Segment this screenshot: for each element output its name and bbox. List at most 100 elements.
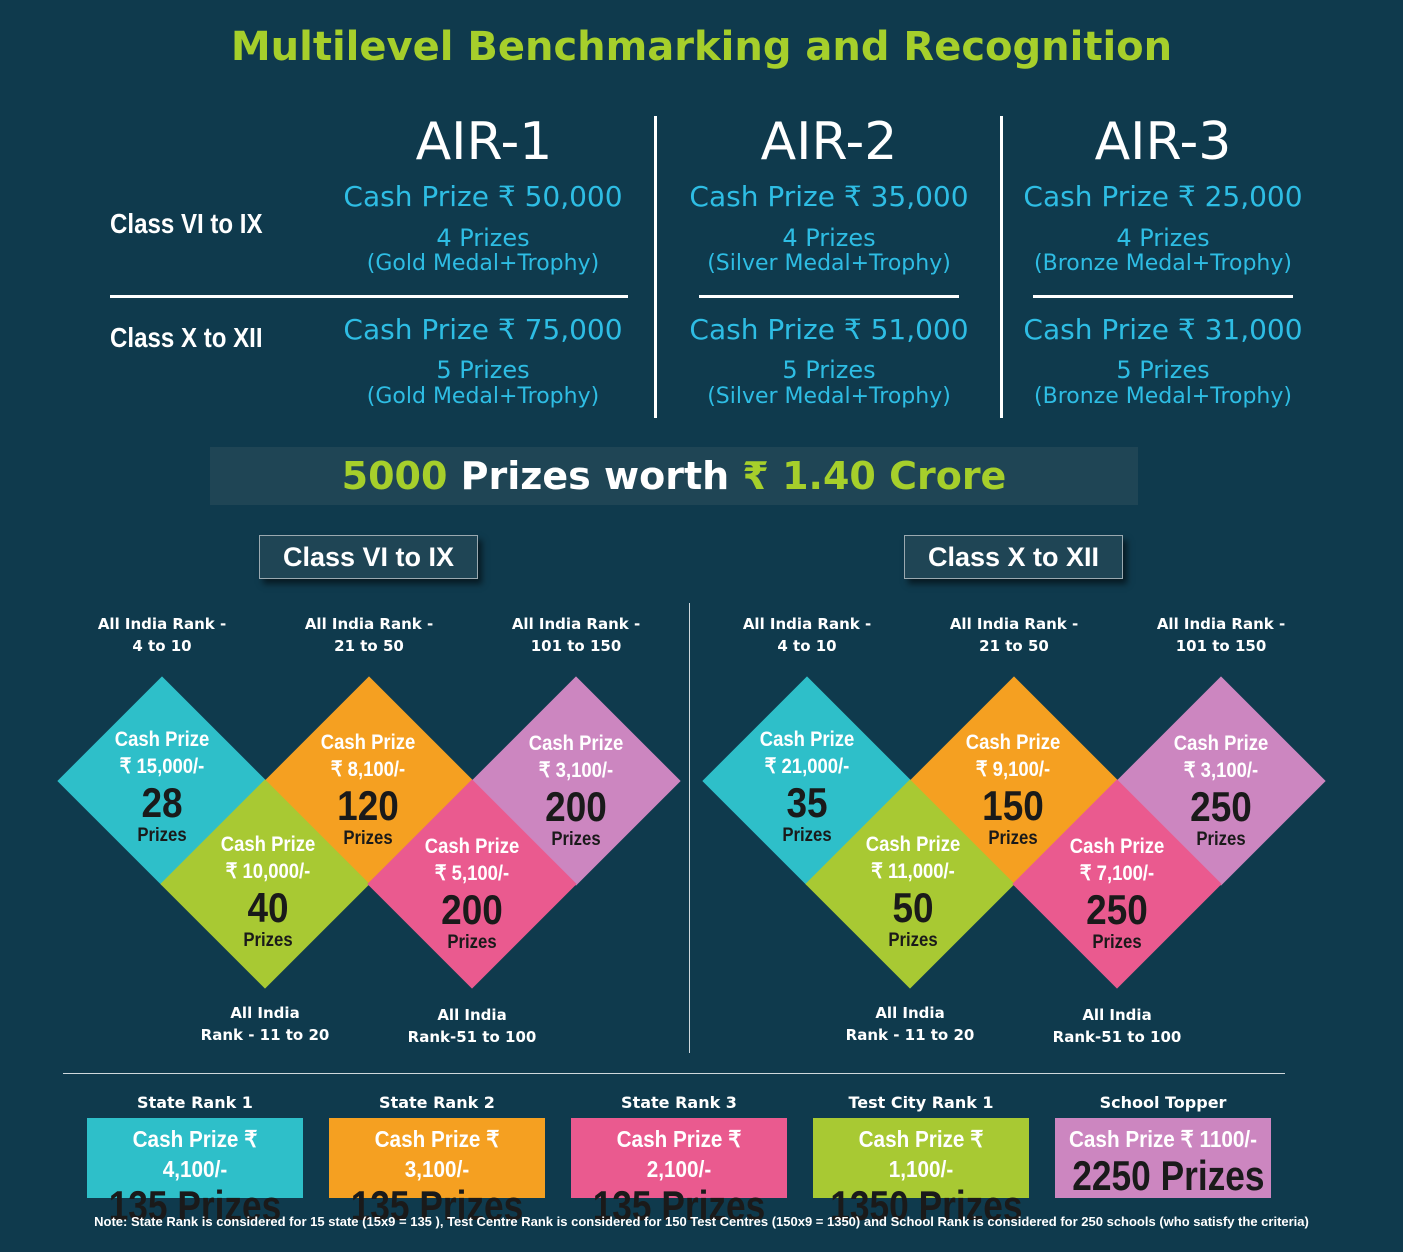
cash-amount: Cash Prize ₹ 4,100/- xyxy=(132,1126,258,1182)
rank-caption-line: All India Rank - xyxy=(304,615,434,633)
air-3-senior-cash: Cash Prize ₹ 31,000 xyxy=(1023,313,1303,346)
prize-count: 40 xyxy=(247,884,289,931)
rank-caption: All India Rank - 11 to 20 xyxy=(180,1002,350,1046)
air-2-senior-prizes: 5 Prizes xyxy=(782,356,876,384)
state-rank-2-caption: State Rank 2 xyxy=(379,1093,495,1112)
cash-amount: ₹ 11,000/- xyxy=(871,860,955,883)
cash-amount: ₹ 15,000/- xyxy=(119,755,205,778)
prize-unit: Prizes xyxy=(137,825,187,846)
rank-caption-line: 21 to 50 xyxy=(334,637,404,655)
rank-caption-line: All India xyxy=(875,1004,945,1022)
cash-label: Cash Prize xyxy=(965,731,1061,754)
prize-text: Cash Prize ₹ 15,000/- 28 Prizes xyxy=(87,727,237,847)
prize-unit: Prizes xyxy=(888,930,938,951)
cash-label: Cash Prize xyxy=(114,728,210,751)
divider xyxy=(1033,295,1293,298)
rank-caption: All India Rank - 101 to 150 xyxy=(491,613,661,657)
prize-count: 150 xyxy=(982,782,1044,829)
rank-caption-line: 101 to 150 xyxy=(1175,637,1267,655)
cash-amount: ₹ 7,100/- xyxy=(1079,862,1155,885)
prize-unit: Prizes xyxy=(1092,932,1142,953)
rank-caption-line: All India Rank - xyxy=(97,615,227,633)
prize-text: Cash Prize ₹ 7,100/- 250 Prizes xyxy=(1042,834,1192,954)
rank-caption: All India Rank - 4 to 10 xyxy=(722,613,892,657)
cash-label: Cash Prize xyxy=(220,833,316,856)
air-3-senior-prizes: 5 Prizes xyxy=(1116,356,1210,384)
divider xyxy=(689,603,690,1053)
cash-amount: ₹ 8,100/- xyxy=(330,758,406,781)
cash-amount: ₹ 3,100/- xyxy=(1183,759,1259,782)
prize-unit: Prizes xyxy=(988,828,1038,849)
air-1-junior-medal: (Gold Medal+Trophy) xyxy=(366,251,600,276)
prize-count: 50 xyxy=(892,884,934,931)
test-city-rank-box: Cash Prize ₹ 1,100/- 1350 Prizes xyxy=(813,1118,1029,1228)
school-topper-caption: School Topper xyxy=(1099,1093,1227,1112)
rank-caption-line: 4 to 10 xyxy=(132,637,192,655)
air-1-junior-cash: Cash Prize ₹ 50,000 xyxy=(343,180,623,213)
rank-caption-line: 4 to 10 xyxy=(777,637,837,655)
cash-label: Cash Prize xyxy=(424,835,520,858)
air-2-senior-cash: Cash Prize ₹ 51,000 xyxy=(689,313,969,346)
rank-caption-line: Rank - 11 to 20 xyxy=(845,1026,975,1044)
air-3-senior-medal: (Bronze Medal+Trophy) xyxy=(1034,384,1292,409)
air-2-senior-medal: (Silver Medal+Trophy) xyxy=(707,384,951,409)
cash-amount: ₹ 10,000/- xyxy=(225,860,311,883)
prize-unit: Prizes xyxy=(343,828,393,849)
prize-unit: Prizes xyxy=(782,825,832,846)
prize-text: Cash Prize ₹ 3,100/- 200 Prizes xyxy=(501,731,651,851)
cash-label: Cash Prize xyxy=(1069,835,1165,858)
rank-caption-line: All India xyxy=(437,1006,507,1024)
rank-caption-line: All India xyxy=(1082,1006,1152,1024)
rank-caption-line: All India Rank - xyxy=(742,615,872,633)
cash-amount: Cash Prize ₹ 3,100/- xyxy=(374,1126,500,1182)
air-3-junior-cash: Cash Prize ₹ 25,000 xyxy=(1023,180,1303,213)
state-rank-1-caption: State Rank 1 xyxy=(137,1093,253,1112)
prize-text: Cash Prize ₹ 11,000/- 50 Prizes xyxy=(838,832,988,952)
air-3-junior-prizes: 4 Prizes xyxy=(1116,224,1210,252)
rank-caption: All India Rank - 4 to 10 xyxy=(77,613,247,657)
prize-text: Cash Prize ₹ 9,100/- 150 Prizes xyxy=(938,730,1088,850)
prize-text: Cash Prize ₹ 21,000/- 35 Prizes xyxy=(732,727,882,847)
cash-amount: Cash Prize ₹ 1100/- xyxy=(1068,1126,1258,1152)
prize-count: 250 xyxy=(1086,886,1148,933)
divider xyxy=(1000,116,1003,418)
prize-text: Cash Prize ₹ 8,100/- 120 Prizes xyxy=(293,730,443,850)
cash-label: Cash Prize xyxy=(320,731,416,754)
banner-count: 5000 xyxy=(341,454,448,498)
cash-label: Cash Prize xyxy=(865,833,961,856)
rank-caption-line: All India Rank - xyxy=(949,615,1079,633)
rank-caption: All India Rank - 21 to 50 xyxy=(284,613,454,657)
divider xyxy=(654,116,657,418)
prize-text: Cash Prize ₹ 5,100/- 200 Prizes xyxy=(397,834,547,954)
air-1-heading: AIR-1 xyxy=(415,112,553,172)
group-label-class-vi-ix: Class VI to IX xyxy=(259,535,478,579)
row-label-class-x-xii: Class X to XII xyxy=(110,322,263,353)
cash-amount: ₹ 5,100/- xyxy=(434,862,510,885)
school-topper-box: Cash Prize ₹ 1100/- 2250 Prizes xyxy=(1055,1118,1271,1198)
cash-label: Cash Prize xyxy=(759,728,855,751)
air-1-senior-medal: (Gold Medal+Trophy) xyxy=(366,384,600,409)
rank-caption-line: All India Rank - xyxy=(511,615,641,633)
air-3-junior-medal: (Bronze Medal+Trophy) xyxy=(1034,251,1292,276)
cash-amount: ₹ 21,000/- xyxy=(764,755,850,778)
prize-count: 2250 Prizes xyxy=(1072,1152,1265,1199)
footnote: Note: State Rank is considered for 15 st… xyxy=(94,1214,1309,1229)
divider xyxy=(110,295,628,298)
prize-count: 35 xyxy=(786,779,828,826)
banner-amount: ₹ 1.40 Crore xyxy=(742,454,1007,498)
cash-amount: ₹ 9,100/- xyxy=(975,758,1051,781)
rank-caption-line: All India xyxy=(230,1004,300,1022)
total-prizes-banner: 5000 Prizes worth ₹ 1.40 Crore xyxy=(210,447,1138,505)
prize-count: 135 Prizes xyxy=(592,1182,766,1229)
state-rank-3-caption: State Rank 3 xyxy=(621,1093,737,1112)
group-label-class-x-xii: Class X to XII xyxy=(904,535,1123,579)
air-2-junior-cash: Cash Prize ₹ 35,000 xyxy=(689,180,969,213)
divider xyxy=(699,295,959,298)
cash-label: Cash Prize xyxy=(528,732,624,755)
prize-text: Cash Prize ₹ 3,100/- 250 Prizes xyxy=(1146,731,1296,851)
prize-unit: Prizes xyxy=(447,932,497,953)
rank-caption: All India Rank-51 to 100 xyxy=(1032,1004,1202,1048)
prize-unit: Prizes xyxy=(1196,829,1246,850)
rank-caption-line: Rank-51 to 100 xyxy=(407,1028,537,1046)
prize-count: 120 xyxy=(337,782,399,829)
